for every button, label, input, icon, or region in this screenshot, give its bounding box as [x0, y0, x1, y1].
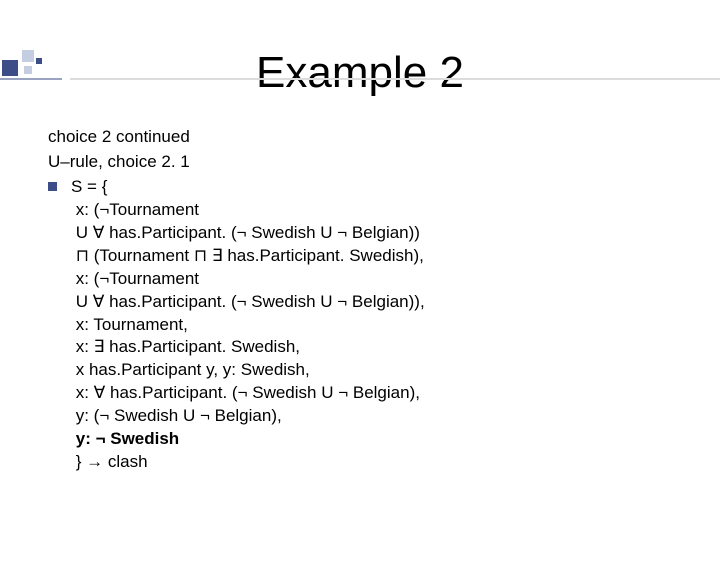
body-line: x has.Participant y, y: Swedish, — [71, 359, 425, 382]
bullet-item: S = { x: (¬Tournament U ∀ has.Participan… — [48, 176, 680, 474]
content-block: choice 2 continued U–rule, choice 2. 1 S… — [48, 126, 680, 474]
s-label: S = { — [71, 176, 425, 199]
body-line: x: (¬Tournament — [71, 268, 425, 291]
page-title: Example 2 — [0, 48, 720, 98]
body-line: U ∀ has.Participant. (¬ Swedish U ¬ Belg… — [71, 291, 425, 314]
bold-text: y: ¬ Swedish — [76, 429, 179, 448]
subtitle-1: choice 2 continued — [48, 126, 680, 149]
body-line: } → clash — [71, 451, 425, 474]
body-line: x: ∀ has.Participant. (¬ Swedish U ¬ Bel… — [71, 382, 425, 405]
body-line: x: (¬Tournament — [71, 199, 425, 222]
body-line-bold: y: ¬ Swedish — [71, 428, 425, 451]
body-line: ⊓ (Tournament ⊓ ∃ has.Participant. Swedi… — [71, 245, 425, 268]
subtitle-2: U–rule, choice 2. 1 — [48, 151, 680, 174]
body-line: y: (¬ Swedish U ¬ Belgian), — [71, 405, 425, 428]
corner-decoration — [0, 48, 100, 88]
body-line: U ∀ has.Participant. (¬ Swedish U ¬ Belg… — [71, 222, 425, 245]
square-bullet-icon — [48, 182, 57, 191]
body-text: S = { x: (¬Tournament U ∀ has.Participan… — [71, 176, 425, 474]
body-line: x: Tournament, — [71, 314, 425, 337]
body-line: x: ∃ has.Participant. Swedish, — [71, 336, 425, 359]
